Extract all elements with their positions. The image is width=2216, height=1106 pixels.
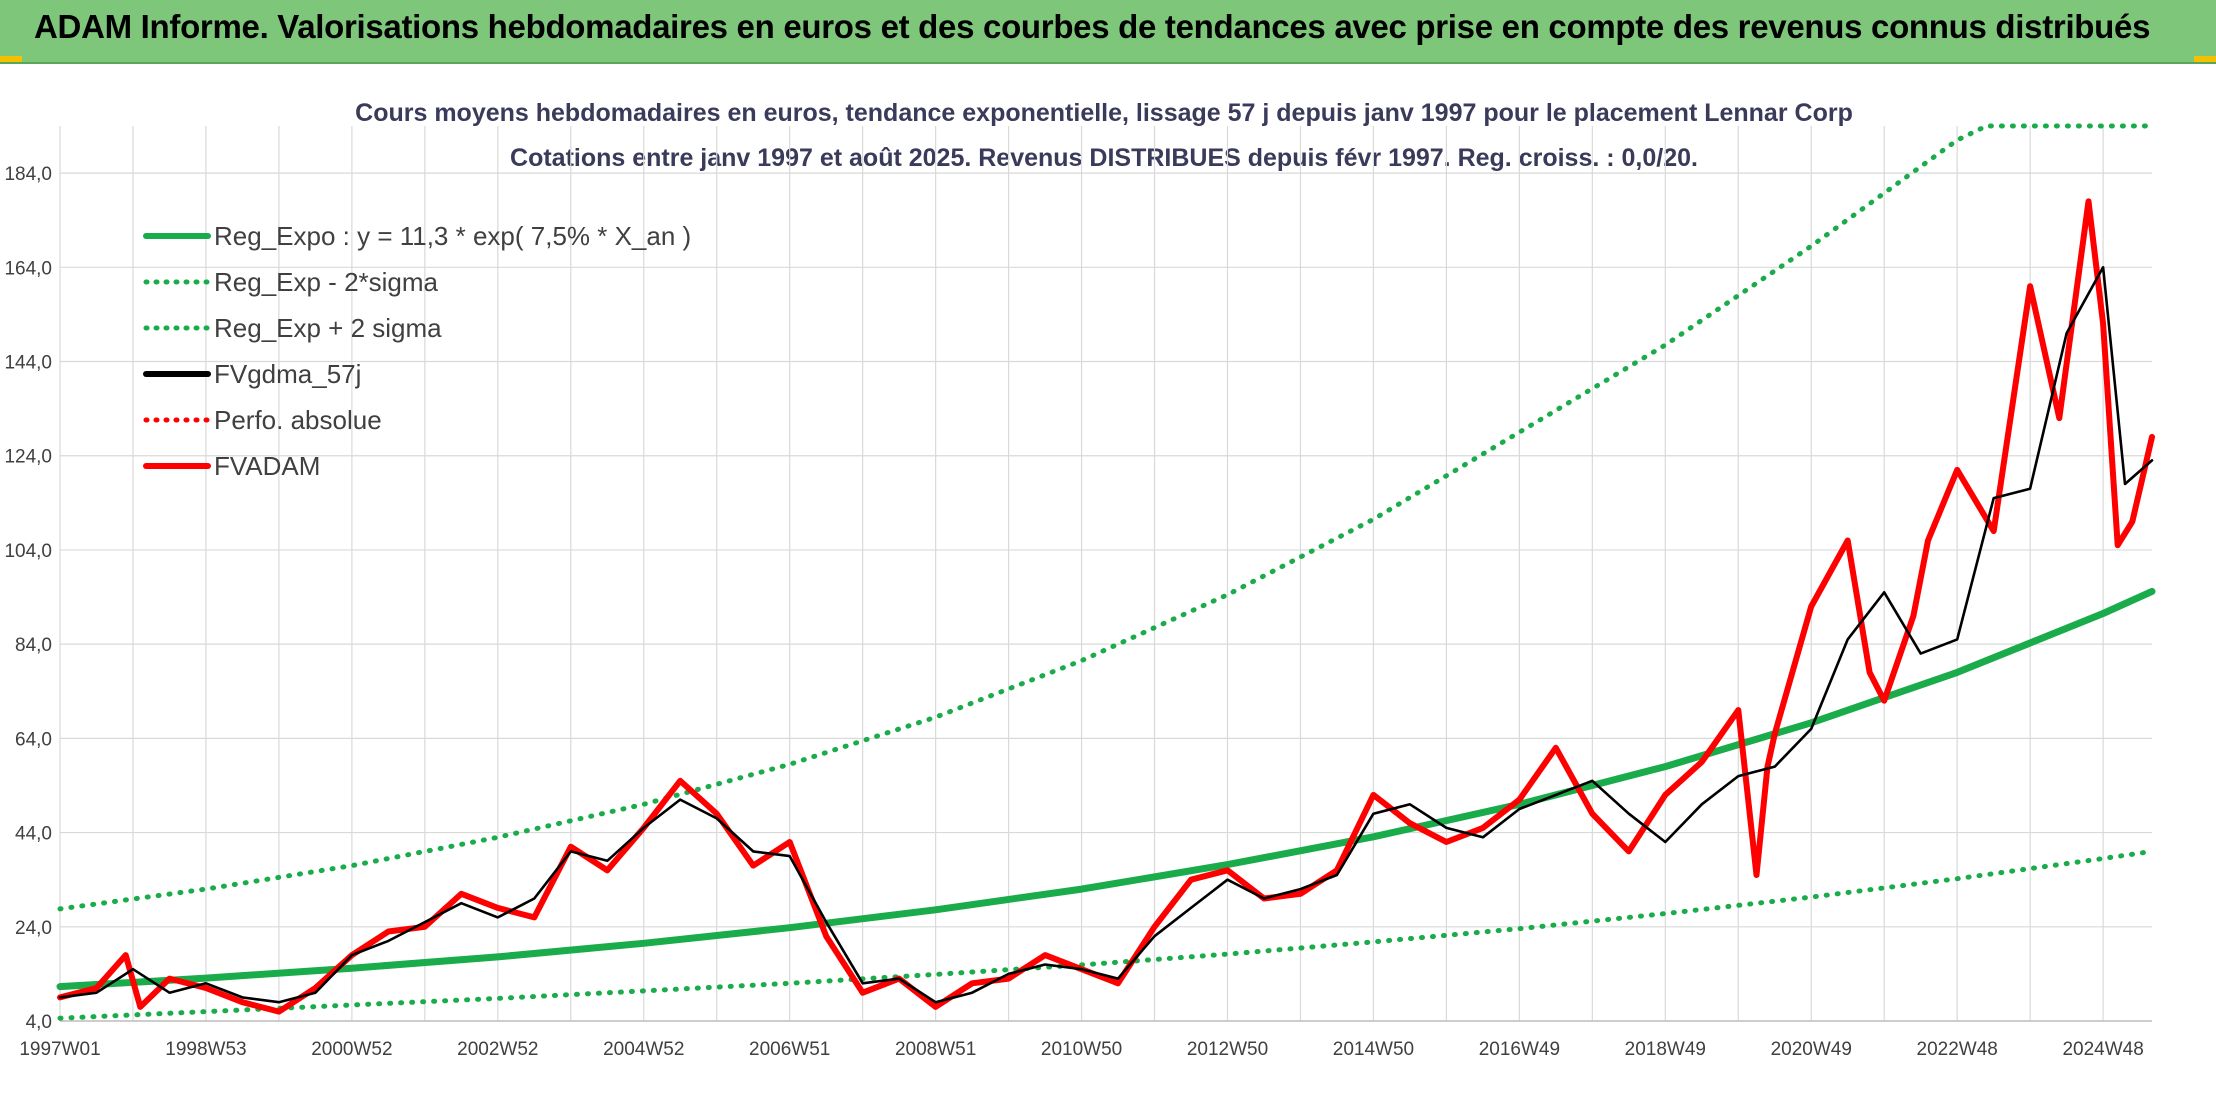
x-tick-label: 2008W51: [895, 1039, 976, 1060]
x-gridlines: [59, 126, 2152, 1022]
chart-legend: Reg_Expo : y = 11,3 * exp( 7,5% * X_an )…: [143, 221, 691, 481]
x-tick-label: 2012W50: [1187, 1039, 1268, 1060]
legend-label: FVgdma_57j: [214, 359, 361, 389]
y-tick-label: 184,0: [4, 164, 52, 185]
chart-title: Cours moyens hebdomadaires en euros, ten…: [355, 99, 1853, 127]
series-fvgdma-57j: [58, 266, 2154, 1004]
valuation-chart: Cours moyens hebdomadaires en euros, ten…: [0, 64, 2216, 1106]
legend-label: FVADAM: [214, 451, 320, 481]
x-tick-label: 2018W49: [1625, 1039, 1706, 1060]
x-tick-label: 1997W01: [19, 1039, 100, 1060]
y-tick-label: 124,0: [4, 447, 52, 468]
y-tick-label: 164,0: [4, 258, 52, 279]
series-reg-exp-minus-2sigma: [57, 848, 2155, 1021]
x-tick-label: 2020W49: [1771, 1039, 1852, 1060]
y-tick-label: 24,0: [15, 918, 52, 939]
report-title: ADAM Informe. Valorisations hebdomadaire…: [34, 8, 2151, 45]
series-layer: [56, 123, 2156, 1021]
x-tick-label: 1998W53: [165, 1039, 246, 1060]
x-tick-label: 2014W50: [1333, 1039, 1414, 1060]
series-reg-exp-plus-2sigma: [57, 123, 2155, 912]
chart-subtitle: Cotations entre janv 1997 et août 2025. …: [510, 144, 1698, 172]
header-accent-right: [2194, 56, 2216, 62]
x-tick-label: 2010W50: [1041, 1039, 1122, 1060]
y-tick-label: 104,0: [4, 541, 52, 562]
x-tick-label: 2004W52: [603, 1039, 684, 1060]
y-tick-label: 144,0: [4, 353, 52, 374]
x-tick-label: 2022W48: [1917, 1039, 1998, 1060]
y-tick-label: 44,0: [15, 824, 52, 845]
series-fvadam: [57, 198, 2155, 1015]
x-tick-label: 2000W52: [311, 1039, 392, 1060]
report-header: ADAM Informe. Valorisations hebdomadaire…: [0, 0, 2216, 64]
header-accent-left: [0, 56, 22, 62]
x-tick-label: 2006W51: [749, 1039, 830, 1060]
legend-label: Perfo. absolue: [214, 405, 382, 435]
y-tick-label: 4,0: [26, 1012, 52, 1033]
chart-container: Cours moyens hebdomadaires en euros, ten…: [0, 64, 2216, 1106]
x-tick-label: 2016W49: [1479, 1039, 1560, 1060]
legend-label: Reg_Exp + 2 sigma: [214, 313, 442, 343]
y-tick-labels: 4,0 24,0 44,0 64,0 84,0 104,0 124,0 144,0 164,0 1…: [4, 164, 52, 1033]
x-tick-labels: 1997W01 1998W53 2000W52 2002W52 2004W52 2006W…: [19, 1039, 2143, 1060]
chart-background: [0, 64, 2216, 1106]
legend-label: Reg_Expo : y = 11,3 * exp( 7,5% * X_an ): [214, 221, 691, 251]
y-tick-label: 84,0: [15, 635, 52, 656]
legend-label: Reg_Exp - 2*sigma: [214, 267, 439, 297]
x-tick-label: 2024W48: [2062, 1039, 2143, 1060]
x-tick-label: 2002W52: [457, 1039, 538, 1060]
y-tick-label: 64,0: [15, 729, 52, 750]
